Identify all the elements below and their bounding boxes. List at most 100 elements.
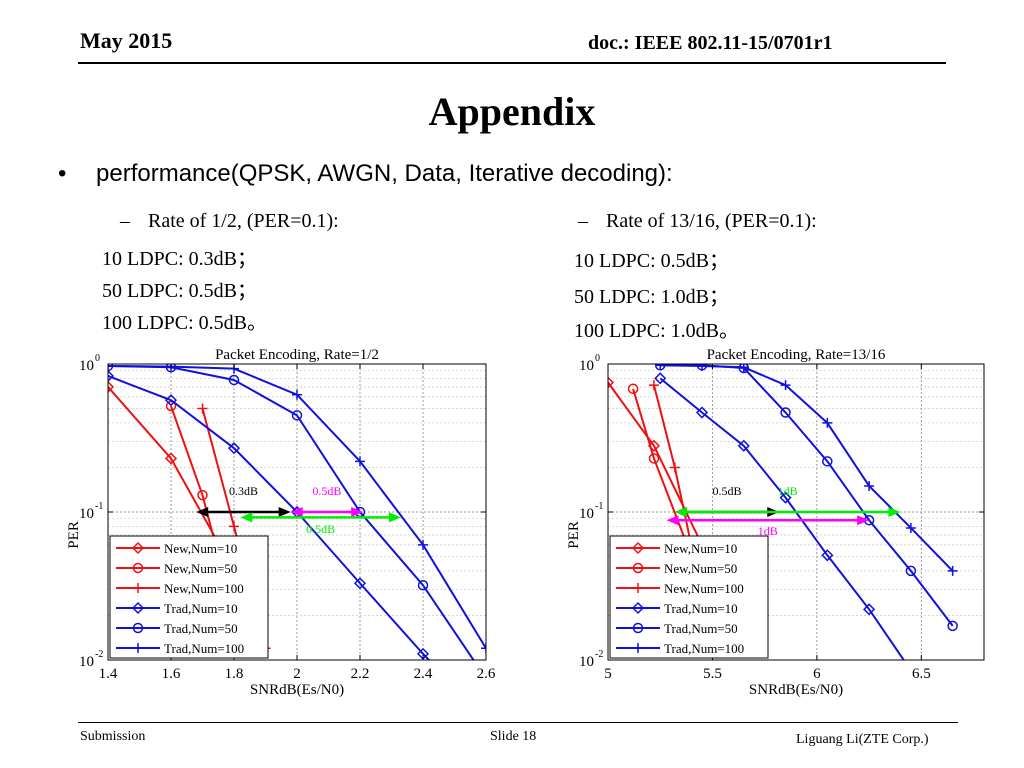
chart-title: Packet Encoding, Rate=1/2 [215,347,379,363]
data-point-2 [229,521,239,532]
footer-rule [78,722,958,723]
data-point-3 [779,491,792,504]
legend-entry: New,Num=50 [664,561,737,576]
legend-swatch-marker [133,583,143,593]
bullet-marker: • [58,160,67,187]
annotation-arrow-0-head-right [278,507,291,517]
data-point-4 [417,579,429,591]
slide-title: Appendix [428,89,596,134]
data-point-4 [905,565,917,577]
annotation-label: 1dB [778,484,798,498]
data-point-2 [197,403,208,414]
legend-swatch-marker [633,643,643,653]
legend-swatch-marker [631,601,645,615]
data-point-0 [108,380,115,393]
y-tick-label: 10 [79,654,94,670]
data-point-5 [864,480,875,491]
y-tick-exponent: 0 [95,353,100,364]
header-date: May 2015 [80,28,173,53]
legend-entry: Trad,Num=10 [164,601,238,616]
x-axis-label: SNRdB(Es/N0) [749,682,843,698]
annotation-arrow-1-head-right [888,507,901,517]
right-line-2: 50 LDPC: 1.0dB； [574,286,730,308]
data-point-1 [648,453,660,464]
data-point-2 [648,380,659,391]
annotation-label: 1dB [758,524,778,538]
left-line-3: 100 LDPC: 0.5dB。 [102,312,268,334]
legend-entry: New,Num=10 [164,541,237,556]
y-tick-exponent: -1 [595,501,603,512]
legend-swatch-marker [631,541,645,555]
right-dash: – [578,210,588,232]
data-point-5 [780,380,791,391]
data-point-3 [695,406,709,419]
annotation-arrow-1-head-right [351,507,364,517]
data-point-5 [905,522,916,533]
data-point-5 [481,643,486,654]
data-point-4 [822,456,833,467]
y-tick-label: 10 [579,506,594,522]
left-line-1: 10 LDPC: 0.3dB； [102,248,258,270]
legend-swatch-marker [132,622,144,634]
legend: New,Num=10 New,Num=50 New,Num=100 Trad,Num=… [109,535,269,659]
left-rate: Rate of 1/2, (PER=0.1): [148,210,339,232]
y-tick-exponent: -2 [95,649,103,660]
data-point-2 [669,462,680,473]
x-tick-label: 1.6 [162,666,181,682]
annotation-arrow-1-head-left [290,507,303,517]
legend-swatch-marker [632,622,644,634]
data-point-4 [228,374,240,386]
data-point-3 [227,442,241,455]
legend-entry: Trad,Num=50 [164,621,238,636]
y-axis-label: PER [566,521,582,549]
data-point-0 [164,452,178,465]
annotation-label: 0.5dB [312,484,341,498]
y-tick-exponent: -1 [95,501,103,512]
legend-entry: Trad,Num=10 [664,601,738,616]
data-point-5 [418,539,428,550]
legend-entry: New,Num=100 [664,581,744,596]
legend-swatch-marker [132,562,144,574]
y-tick-label: 10 [579,654,594,670]
data-point-3 [164,394,178,407]
x-axis-label: SNRdB(Es/N0) [250,682,344,698]
legend-entry: Trad,Num=50 [664,621,738,636]
data-point-3 [737,439,750,452]
left-dash: – [120,210,130,232]
data-point-0 [608,376,615,389]
x-tick-label: 2.4 [414,666,433,682]
x-tick-label: 2.2 [351,666,370,682]
y-axis-label: PER [66,521,82,549]
right-rate: Rate of 13/16, (PER=0.1): [606,210,817,232]
annotation-arrow-2-head-right [857,515,870,526]
annotation-arrow-2-head-left [666,515,679,526]
footer-submission: Submission [80,729,146,744]
data-point-5 [947,565,958,576]
legend: New,Num=10 New,Num=50 New,Num=100 Trad,Num=… [609,535,769,659]
legend-swatch-marker [131,541,145,555]
data-point-3 [863,603,876,616]
series-line-5 [660,364,954,572]
series-line-1 [632,388,693,557]
x-tick-label: 1.4 [99,666,118,682]
right-line-3: 100 LDPC: 1.0dB。 [574,320,740,342]
legend-entry: New,Num=10 [664,541,737,556]
x-tick-label: 6.5 [912,666,931,682]
header-rule [78,62,946,64]
x-tick-label: 2.6 [477,666,496,682]
y-tick-label: 10 [79,358,94,374]
footer-slide-number: Slide 18 [490,729,537,744]
data-point-5 [655,364,666,371]
y-tick-exponent: 0 [595,353,600,364]
data-point-1 [197,489,208,501]
annotation-arrow-2-head-left [240,512,253,523]
x-tick-label: 6 [813,666,821,682]
y-tick-exponent: -2 [595,649,603,660]
data-point-5 [822,417,833,428]
legend-swatch-marker [133,643,143,653]
x-tick-label: 1.8 [225,666,244,682]
legend-swatch-marker [131,601,145,615]
data-point-5 [738,364,749,373]
legend-entry: New,Num=100 [164,581,244,596]
